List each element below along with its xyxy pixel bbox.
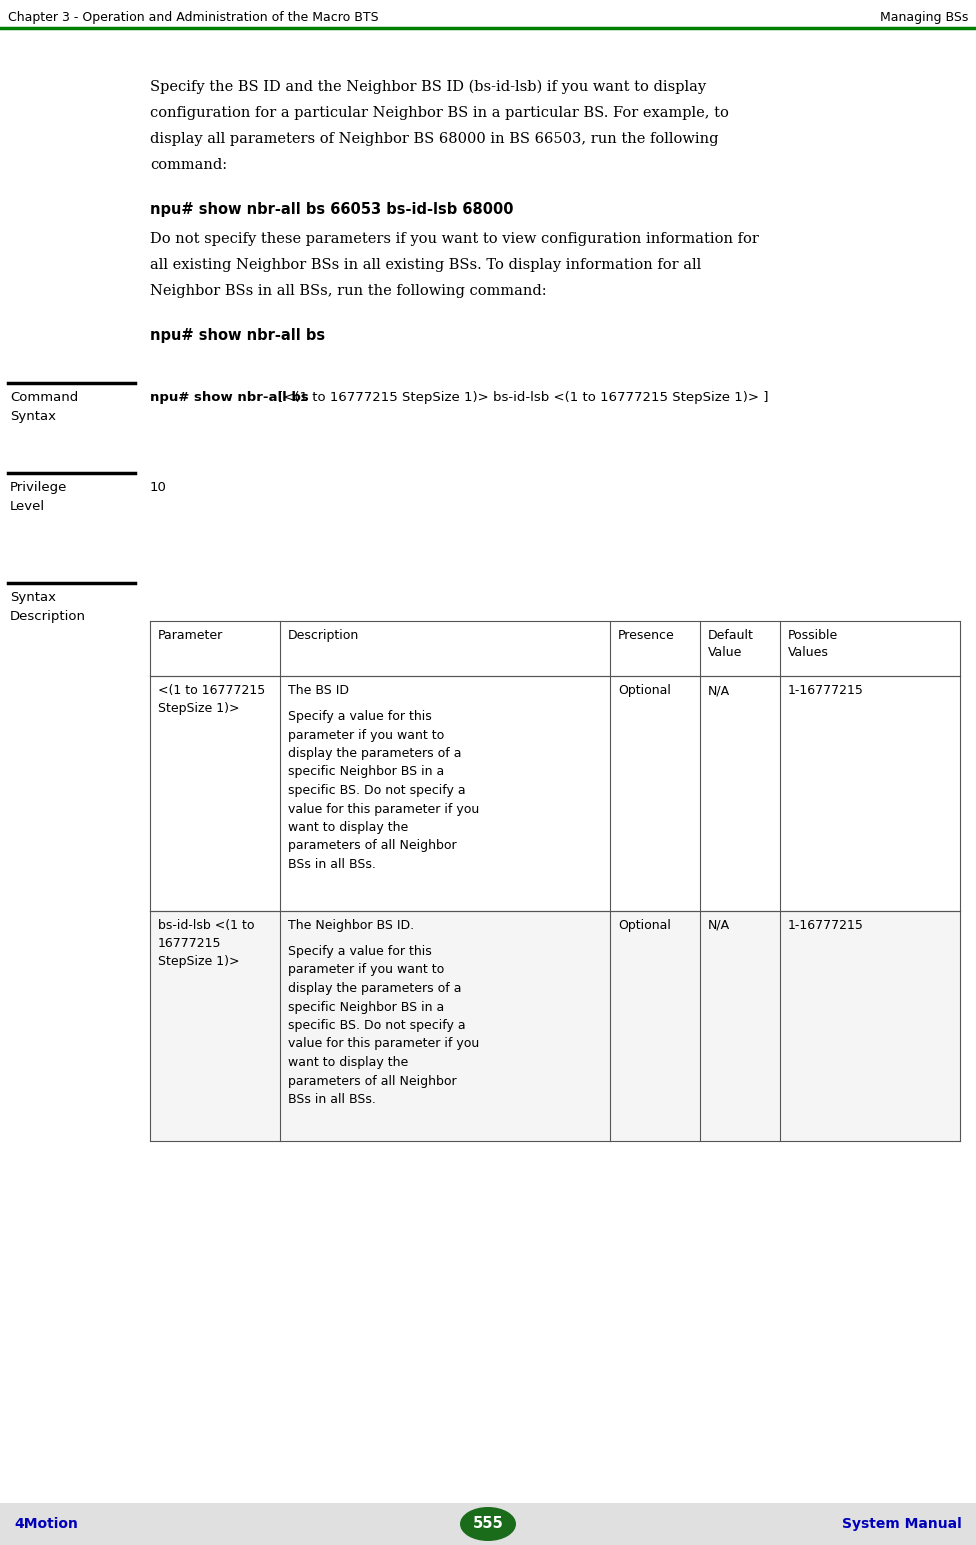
Text: configuration for a particular Neighbor BS in a particular BS. For example, to: configuration for a particular Neighbor …: [150, 107, 729, 121]
Text: Possible
Values: Possible Values: [788, 629, 838, 660]
Bar: [150, 621, 960, 677]
Bar: [0, 1503, 976, 1545]
Text: Optional: Optional: [618, 919, 671, 932]
Text: [<(1 to 16777215 StepSize 1)> bs-id-lsb <(1 to 16777215 StepSize 1)> ]: [<(1 to 16777215 StepSize 1)> bs-id-lsb …: [278, 391, 769, 403]
Text: Chapter 3 - Operation and Administration of the Macro BTS: Chapter 3 - Operation and Administration…: [8, 11, 379, 23]
Text: N/A: N/A: [708, 919, 730, 932]
Text: npu# show nbr-all bs 66053 bs-id-lsb 68000: npu# show nbr-all bs 66053 bs-id-lsb 680…: [150, 202, 513, 216]
Text: 1-16777215: 1-16777215: [788, 684, 864, 697]
Text: System Manual: System Manual: [842, 1517, 962, 1531]
Ellipse shape: [460, 1506, 516, 1540]
Text: The Neighbor BS ID.: The Neighbor BS ID.: [288, 919, 414, 932]
Text: Presence: Presence: [618, 629, 674, 643]
Bar: [150, 912, 960, 1142]
Text: display all parameters of Neighbor BS 68000 in BS 66503, run the following: display all parameters of Neighbor BS 68…: [150, 131, 718, 145]
Text: 10: 10: [150, 480, 167, 494]
Text: 4Motion: 4Motion: [14, 1517, 78, 1531]
Text: Neighbor BSs in all BSs, run the following command:: Neighbor BSs in all BSs, run the followi…: [150, 284, 547, 298]
Text: Default
Value: Default Value: [708, 629, 753, 660]
Text: Specify the BS ID and the Neighbor BS ID (bs-id-lsb) if you want to display: Specify the BS ID and the Neighbor BS ID…: [150, 80, 706, 94]
Text: 555: 555: [472, 1517, 504, 1531]
Text: Privilege
Level: Privilege Level: [10, 480, 67, 513]
Text: Managing BSs: Managing BSs: [879, 11, 968, 23]
Text: Command
Syntax: Command Syntax: [10, 391, 78, 423]
Text: <(1 to 16777215
StepSize 1)>: <(1 to 16777215 StepSize 1)>: [158, 684, 265, 715]
Text: Optional: Optional: [618, 684, 671, 697]
Text: Specify a value for this
parameter if you want to
display the parameters of a
sp: Specify a value for this parameter if yo…: [288, 711, 479, 871]
Text: Do not specify these parameters if you want to view configuration information fo: Do not specify these parameters if you w…: [150, 232, 759, 246]
Text: command:: command:: [150, 158, 227, 171]
Text: 1-16777215: 1-16777215: [788, 919, 864, 932]
Text: npu# show nbr-all bs: npu# show nbr-all bs: [150, 328, 325, 343]
Text: N/A: N/A: [708, 684, 730, 697]
Text: all existing Neighbor BSs in all existing BSs. To display information for all: all existing Neighbor BSs in all existin…: [150, 258, 701, 272]
Bar: [150, 677, 960, 912]
Text: Parameter: Parameter: [158, 629, 224, 643]
Text: npu# show nbr-all bs: npu# show nbr-all bs: [150, 391, 313, 403]
Text: Description: Description: [288, 629, 359, 643]
Text: Syntax
Description: Syntax Description: [10, 592, 86, 623]
Text: The BS ID: The BS ID: [288, 684, 349, 697]
Text: Specify a value for this
parameter if you want to
display the parameters of a
sp: Specify a value for this parameter if yo…: [288, 946, 479, 1106]
Text: bs-id-lsb <(1 to
16777215
StepSize 1)>: bs-id-lsb <(1 to 16777215 StepSize 1)>: [158, 919, 255, 969]
